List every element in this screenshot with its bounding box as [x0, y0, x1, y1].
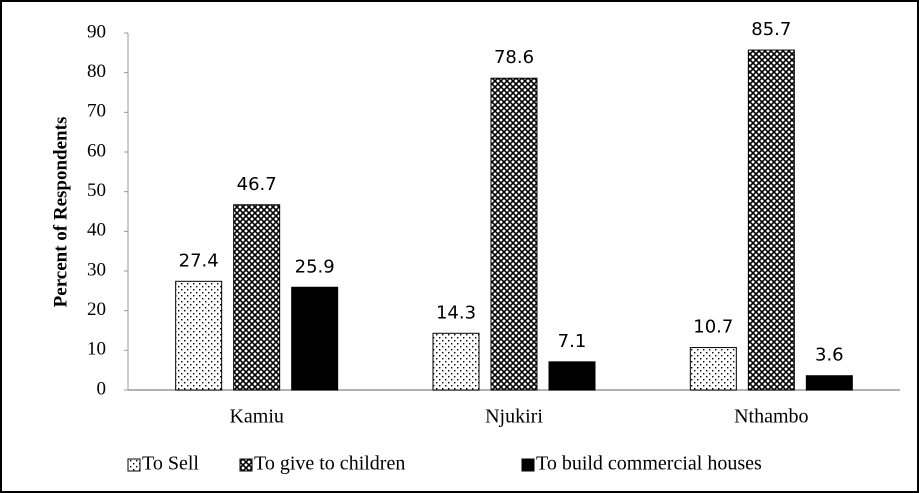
value-label: 7.1	[558, 331, 587, 352]
y-tick-label: 90	[87, 21, 106, 42]
y-tick-label: 20	[87, 299, 106, 320]
value-label: 25.9	[295, 256, 335, 277]
bar	[548, 361, 596, 391]
bar	[689, 347, 737, 391]
legend-label: To Sell	[142, 453, 199, 475]
legend-swatch	[521, 458, 535, 472]
bar	[175, 280, 223, 391]
y-tick-label: 70	[87, 101, 106, 122]
value-label: 14.3	[436, 302, 476, 323]
value-label: 3.6	[815, 345, 844, 366]
y-axis-label: Percent of Respondents	[50, 117, 71, 308]
y-tick-label: 60	[87, 140, 106, 161]
y-tick-label: 10	[87, 339, 106, 360]
x-tick-label: Kamiu	[229, 406, 283, 428]
y-tick-label: 30	[87, 259, 106, 280]
y-tick-label: 0	[97, 378, 107, 399]
value-label: 46.7	[237, 174, 277, 195]
y-tick-label: 50	[87, 180, 106, 201]
value-label: 85.7	[751, 19, 791, 40]
y-tick-label: 40	[87, 220, 106, 241]
y-tick-label: 80	[87, 61, 106, 82]
legend-label: To build commercial houses	[536, 453, 762, 475]
legend-label: To give to children	[254, 453, 405, 475]
legend-swatch	[127, 458, 141, 472]
bar	[490, 77, 538, 391]
x-tick-label: Njukiri	[485, 406, 543, 428]
bar	[747, 49, 795, 391]
value-label: 78.6	[494, 47, 534, 68]
x-tick-label: Nthambo	[734, 406, 808, 428]
bar	[291, 286, 339, 391]
value-label: 10.7	[693, 317, 733, 338]
value-label: 27.4	[179, 250, 219, 271]
bar	[805, 375, 853, 391]
bar	[233, 204, 281, 391]
bar	[432, 332, 480, 391]
legend-swatch	[239, 458, 253, 472]
